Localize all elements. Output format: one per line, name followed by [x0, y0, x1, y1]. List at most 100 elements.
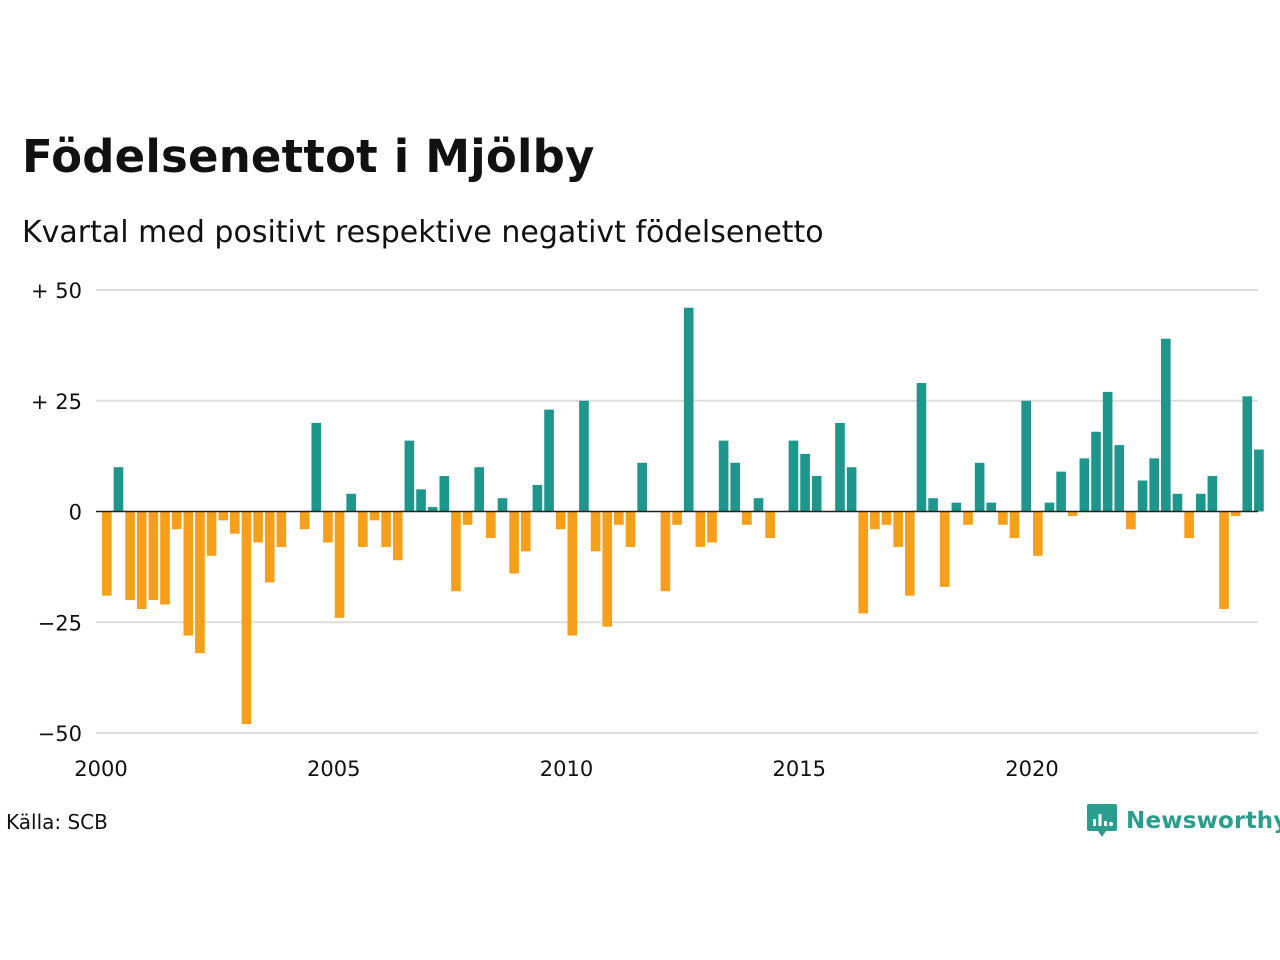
bar — [264, 511, 275, 583]
bar — [951, 502, 962, 512]
bar — [230, 511, 240, 534]
bar — [1021, 400, 1031, 512]
chart-title: Födelsenettot i Mjölby — [22, 130, 595, 183]
bar — [1044, 502, 1055, 512]
bars — [102, 307, 1264, 725]
bar — [218, 511, 229, 521]
y-axis-labels: + 50 + 25 0 −25 −50 — [31, 279, 82, 746]
bar — [742, 511, 752, 525]
bar — [637, 462, 647, 512]
bar — [1242, 396, 1253, 512]
bar — [998, 511, 1008, 525]
bar — [276, 511, 287, 547]
bar — [1137, 480, 1148, 512]
bar — [695, 511, 706, 547]
bar — [369, 511, 380, 521]
bar — [893, 511, 903, 547]
bar — [1254, 449, 1264, 512]
bar — [497, 498, 508, 512]
bar — [160, 511, 170, 605]
bar — [765, 511, 775, 539]
bar — [683, 307, 694, 512]
y-tick-label: 0 — [69, 501, 82, 525]
bar — [183, 511, 194, 636]
bar — [358, 511, 368, 547]
bar — [532, 484, 543, 512]
bar — [416, 489, 426, 512]
bar — [241, 511, 252, 725]
brand-name: Newsworthy — [1126, 808, 1280, 834]
bar — [555, 511, 566, 530]
bar — [462, 511, 473, 525]
bar — [881, 511, 892, 525]
x-tick-label: 2020 — [1005, 757, 1058, 781]
bar — [590, 511, 601, 552]
x-tick-label: 2015 — [773, 757, 826, 781]
bar-chart: + 50 + 25 0 −25 −50 2000 2005 2010 2015 2020 — [31, 279, 1264, 781]
bar — [148, 511, 159, 601]
bar — [113, 467, 124, 512]
bar — [963, 511, 973, 525]
bar — [916, 383, 927, 512]
bar — [474, 467, 485, 512]
bar — [1161, 338, 1171, 512]
newsworthy-logo-icon — [1087, 804, 1117, 837]
bar — [311, 422, 322, 512]
bar — [660, 511, 671, 592]
bar — [125, 511, 135, 601]
y-tick-label: −25 — [38, 611, 82, 635]
bar — [579, 400, 589, 512]
bar — [1219, 511, 1229, 609]
bar — [718, 440, 729, 512]
x-tick-label: 2010 — [540, 757, 593, 781]
bar — [323, 511, 333, 543]
bar — [986, 502, 997, 512]
x-axis-labels: 2000 2005 2010 2015 2020 — [74, 757, 1058, 781]
bar — [1033, 511, 1043, 556]
bar — [392, 511, 403, 561]
bar — [707, 511, 717, 543]
bar — [672, 511, 682, 525]
bar — [788, 440, 799, 512]
bar — [602, 511, 613, 627]
bar — [904, 511, 915, 596]
y-tick-label: + 50 — [31, 279, 82, 303]
bar — [1079, 458, 1090, 512]
bar — [427, 507, 438, 512]
bar — [346, 493, 357, 512]
x-tick-label: 2005 — [307, 757, 360, 781]
brand-logo: Newsworthy — [1086, 802, 1280, 840]
bar — [1230, 511, 1241, 516]
bar — [974, 462, 985, 512]
bar — [299, 511, 310, 530]
bar — [1067, 511, 1078, 516]
bar — [811, 476, 822, 512]
bar — [1009, 511, 1020, 539]
bar — [939, 511, 950, 587]
bar — [1114, 445, 1125, 512]
grid-lines — [96, 289, 1258, 734]
bar — [334, 511, 345, 618]
bar — [1149, 458, 1160, 512]
bar — [509, 511, 519, 574]
bar — [614, 511, 624, 525]
bar — [486, 511, 496, 539]
y-tick-label: + 25 — [31, 390, 82, 414]
bar — [1172, 493, 1183, 512]
bar — [835, 422, 845, 512]
bar — [102, 511, 112, 596]
bar — [520, 511, 531, 552]
bar — [1091, 431, 1101, 512]
bar — [846, 467, 857, 512]
y-tick-label: −50 — [38, 722, 82, 746]
bar — [381, 511, 391, 547]
bar — [404, 440, 415, 512]
bar — [858, 511, 869, 614]
bar — [451, 511, 461, 592]
bar — [253, 511, 263, 543]
chart-subtitle: Kvartal med positivt respektive negativt… — [22, 215, 824, 250]
bar — [1126, 511, 1136, 530]
bar — [195, 511, 205, 654]
bar — [1056, 471, 1066, 512]
bar — [928, 498, 938, 512]
